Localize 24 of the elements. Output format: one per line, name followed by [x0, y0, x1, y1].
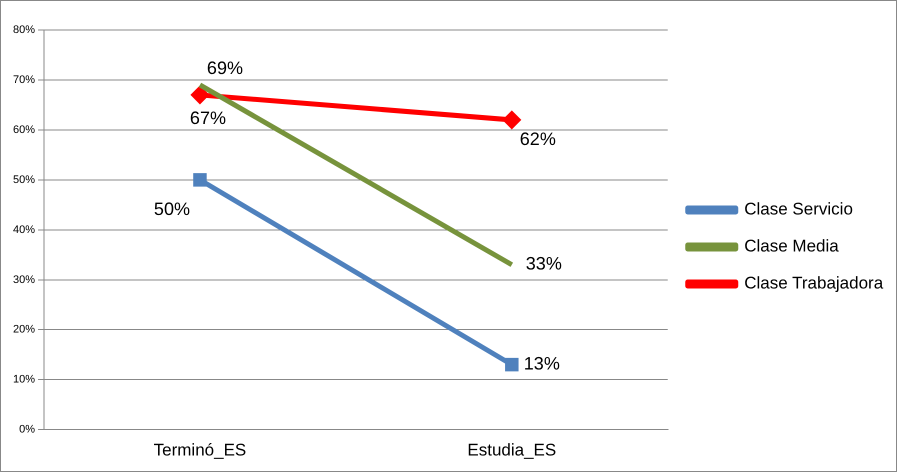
y-tick-label: 0% — [19, 424, 36, 436]
point — [193, 173, 207, 187]
y-tick-label: 20% — [12, 324, 36, 336]
legend-label: Clase Servicio — [744, 200, 853, 219]
y-tick-label: 60% — [12, 124, 36, 136]
point — [503, 111, 520, 128]
point — [191, 86, 208, 104]
data-label: 33% — [526, 254, 562, 274]
data-label: 50% — [154, 198, 190, 219]
x-tick-label: Terminó_ES — [154, 440, 246, 460]
data-label: 13% — [524, 354, 560, 374]
y-tick-label: 50% — [12, 174, 36, 186]
y-tick-label: 10% — [12, 374, 36, 386]
y-tick-label: 30% — [12, 274, 36, 286]
point — [505, 358, 519, 372]
data-label: 62% — [520, 128, 556, 149]
y-tick-label: 70% — [12, 74, 36, 86]
legend-label: Clase Trabajadora — [744, 274, 884, 293]
legend-label: Clase Media — [744, 236, 840, 256]
x-tick-label: Estudia_ES — [467, 440, 556, 460]
data-label: 69% — [206, 58, 243, 78]
data-label: 67% — [190, 108, 226, 128]
y-tick-label: 80% — [12, 24, 36, 36]
y-tick-label: 40% — [12, 224, 36, 236]
